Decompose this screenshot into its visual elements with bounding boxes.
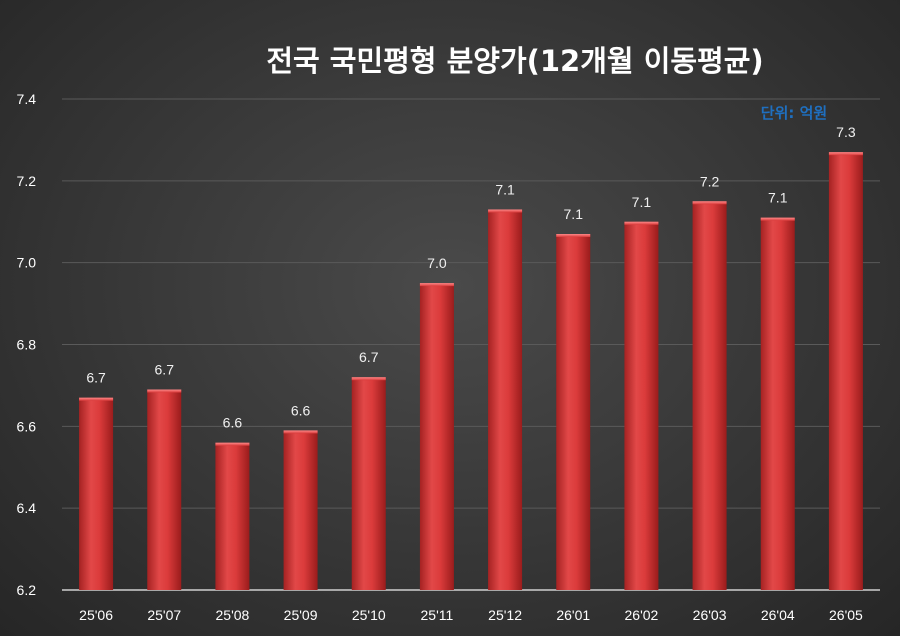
bar-group [215,442,250,590]
y-tick-label: 6.4 [17,500,37,516]
x-category-label: 25'12 [488,607,522,623]
x-category-label: 25'10 [352,607,386,623]
bar [760,217,795,591]
x-axis-categories: 25'06 25'07 25'08 25'09 25'10 25'11 25'12 26'01… [79,607,863,623]
bar-top-highlight [79,397,114,401]
x-category-label: 26'01 [556,607,590,623]
data-label: 6.6 [291,402,311,418]
gridlines [62,98,880,591]
y-tick-label: 7.2 [17,173,37,189]
bar [215,442,250,590]
bar-top-highlight [351,377,386,381]
bar-top-highlight [760,217,795,221]
bar [556,234,591,590]
bar [283,430,318,590]
bar [488,209,523,590]
x-category-label: 25'11 [421,607,454,623]
x-category-label: 25'07 [147,607,181,623]
bar-group [147,389,182,590]
bar-group [556,234,591,590]
data-label: 7.1 [768,190,788,206]
bar [79,397,114,590]
y-axis-ticks: 6.2 6.4 6.6 6.8 7.0 7.2 7.4 [17,91,37,598]
bar-top-highlight [488,209,523,213]
bar-group [760,217,795,591]
bar-group [828,152,863,591]
y-tick-label: 6.2 [17,582,37,598]
bar-top-highlight [419,283,454,287]
bar-group [351,377,386,590]
data-labels: 6.7 6.7 6.6 6.6 6.7 7.0 7.1 7.1 7.1 7.2 7.1 7.3 [86,124,856,431]
x-category-label: 26'05 [829,607,863,623]
x-category-label: 25'08 [216,607,250,623]
x-category-label: 26'04 [761,607,795,623]
bar-group [692,201,727,590]
data-label: 7.3 [836,124,856,140]
data-label: 6.7 [359,349,379,365]
bar [828,152,863,591]
data-label: 7.1 [564,206,584,222]
bar [419,283,454,590]
x-category-label: 26'02 [625,607,659,623]
bar-group [419,283,454,590]
y-tick-label: 7.0 [17,255,37,271]
bar-top-highlight [692,201,727,205]
bar-top-highlight [215,442,250,446]
x-category-label: 25'06 [79,607,113,623]
x-category-label: 25'09 [284,607,318,623]
bar-top-highlight [147,389,182,393]
bar-top-highlight [624,221,659,225]
data-label: 6.6 [223,415,243,431]
data-label: 6.7 [155,362,175,378]
chart-title: 전국 국민평형 분양가(12개월 이동평균) [266,44,763,78]
data-label: 7.0 [427,255,447,271]
x-category-label: 26'03 [693,607,727,623]
bar-top-highlight [828,152,863,156]
bar-group [624,221,659,590]
bar-top-highlight [283,430,318,434]
bar-group [488,209,523,590]
data-label: 7.1 [632,194,652,210]
bar [624,221,659,590]
bar [692,201,727,590]
data-label: 6.7 [86,370,106,386]
bar [147,389,182,590]
bars [79,152,863,591]
unit-label: 단위: 억원 [761,104,827,122]
y-tick-label: 7.4 [17,91,37,107]
bar-group [79,397,114,590]
y-tick-label: 6.6 [17,418,37,434]
bar-group [283,430,318,590]
bar-top-highlight [556,234,591,238]
data-label: 7.1 [495,181,515,197]
y-tick-label: 6.8 [17,337,37,353]
data-label: 7.2 [700,173,720,189]
bar [351,377,386,590]
